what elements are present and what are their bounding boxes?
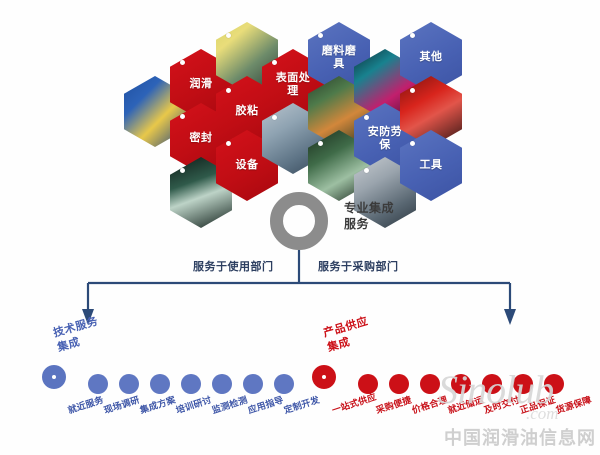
hex-joint-dot bbox=[318, 33, 323, 38]
center-label: 专业集成 服务 bbox=[344, 200, 414, 232]
hexagon-jiaozhan-label: 胶粘 bbox=[235, 105, 259, 117]
hex-joint-dot bbox=[364, 115, 369, 120]
left-rail-dot[interactable] bbox=[212, 374, 232, 394]
hex-joint-dot bbox=[226, 141, 231, 146]
hexagon-biaomianchuli-label: 表面处理 bbox=[275, 71, 311, 97]
left-rail-dot[interactable] bbox=[181, 374, 201, 394]
right-rail-dot[interactable] bbox=[451, 374, 471, 394]
left-rail-dot[interactable] bbox=[243, 374, 263, 394]
hexagon-runhua-label: 润滑 bbox=[189, 78, 213, 90]
right-rail-dot[interactable] bbox=[358, 374, 378, 394]
hexagon-shebei-label: 设备 bbox=[235, 159, 259, 171]
left-rail-ring bbox=[42, 365, 66, 389]
right-rail-dot[interactable] bbox=[420, 374, 440, 394]
hexagon-qita-label: 其他 bbox=[419, 51, 443, 63]
hex-joint-dot bbox=[180, 114, 185, 119]
right-rail-dot[interactable] bbox=[482, 374, 502, 394]
hex-joint-dot bbox=[272, 115, 277, 120]
branch-label-left: 服务于使用部门 bbox=[193, 261, 274, 273]
hex-joint-dot bbox=[226, 33, 231, 38]
center-label-line2: 服务 bbox=[344, 217, 370, 231]
hex-joint-dot bbox=[410, 141, 415, 146]
hexagon-moliaomoju-label: 磨料磨具 bbox=[321, 44, 357, 70]
hex-joint-dot bbox=[226, 88, 231, 93]
right-rail-dot[interactable] bbox=[544, 374, 564, 394]
right-rail-dot[interactable] bbox=[389, 374, 409, 394]
hexagon-anfanglaobao-label: 安防劳保 bbox=[367, 125, 403, 151]
left-rail-dot[interactable] bbox=[150, 374, 170, 394]
right-rail-dot[interactable] bbox=[513, 374, 533, 394]
branch-label-right: 服务于采购部门 bbox=[318, 261, 399, 273]
hex-joint-dot bbox=[318, 141, 323, 146]
left-rail-dot[interactable] bbox=[274, 374, 294, 394]
center-label-line1: 专业集成 bbox=[344, 201, 395, 215]
right-rail-ring bbox=[312, 365, 336, 389]
left-rail-dot[interactable] bbox=[88, 374, 108, 394]
hex-joint-dot bbox=[364, 168, 369, 173]
hexagon-mifeng-label: 密封 bbox=[189, 132, 213, 144]
hex-joint-dot bbox=[180, 60, 185, 65]
hex-joint-dot bbox=[272, 60, 277, 65]
hex-joint-dot bbox=[410, 88, 415, 93]
hexagon-gongju-label: 工具 bbox=[419, 159, 443, 171]
hex-joint-dot bbox=[180, 168, 185, 173]
hex-joint-dot bbox=[410, 33, 415, 38]
left-rail-dot[interactable] bbox=[119, 374, 139, 394]
